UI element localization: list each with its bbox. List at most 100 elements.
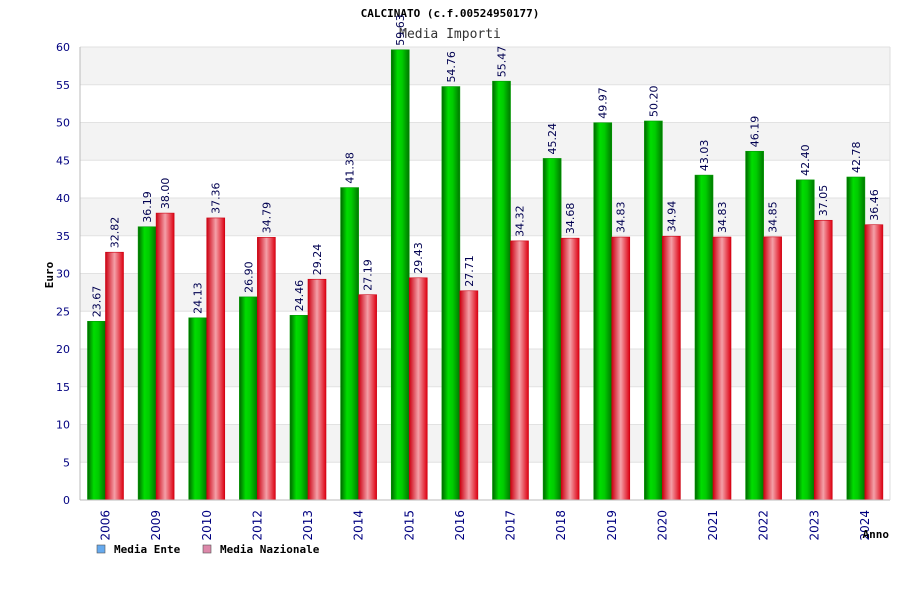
value-label: 24.13	[192, 282, 205, 314]
legend-label: Media Ente	[114, 543, 181, 556]
bar-media-nazionale-2022	[763, 236, 782, 501]
bar-media-nazionale-2010	[206, 217, 226, 501]
value-label: 42.78	[850, 142, 863, 174]
value-label: 45.24	[546, 123, 559, 155]
x-tick-label: 2021	[706, 510, 720, 541]
value-label: 43.03	[698, 140, 711, 172]
bar-media-nazionale-2014	[358, 294, 377, 501]
value-label: 55.47	[496, 46, 509, 78]
bar-media-nazionale-2009	[155, 212, 175, 501]
x-tick-label: 2016	[453, 510, 467, 541]
grid-band	[80, 47, 890, 85]
legend-swatch	[202, 544, 212, 554]
x-tick-label: 2014	[352, 510, 366, 541]
bar-media-ente-2006	[87, 320, 106, 501]
bar-media-ente-2019	[593, 122, 613, 501]
value-label: 27.19	[362, 259, 375, 291]
value-label: 36.19	[141, 191, 154, 223]
x-tick-label: 2019	[605, 510, 619, 541]
bar-media-nazionale-2013	[307, 278, 327, 501]
x-tick-labels: 2006 2009 2010 2012 2013 2014 2015 2016 2017 2018…	[99, 510, 872, 541]
value-label: 38.00	[159, 178, 172, 210]
bar-media-ente-2013	[289, 315, 309, 501]
y-tick-labels: 0 5 10 15 20 25 30 35 40 45 50 55 60	[56, 41, 70, 507]
bar-media-ente-2022	[745, 150, 764, 501]
bar-media-nazionale-2015	[408, 277, 428, 501]
bar-media-ente-2017	[492, 80, 511, 501]
value-label: 34.83	[615, 202, 628, 234]
value-labels: 23.67 32.82 36.19 38.00 24.13 37.36 26.90 34.79…	[91, 14, 881, 317]
bar-media-ente-2023	[795, 179, 815, 501]
x-axis-label: Anno	[863, 528, 890, 541]
y-tick-label: 10	[56, 419, 70, 432]
value-label: 29.24	[311, 244, 324, 276]
y-tick-label: 0	[63, 494, 70, 507]
grid-band	[80, 122, 890, 161]
legend: Media Ente Media Nazionale	[96, 543, 320, 556]
value-label: 49.97	[597, 87, 610, 119]
bar-media-ente-2018	[542, 158, 562, 501]
bar-media-nazionale-2020	[662, 235, 681, 501]
value-label: 34.94	[665, 201, 678, 233]
x-tick-label: 2009	[149, 510, 163, 541]
x-tick-label: 2006	[99, 510, 113, 541]
value-label: 34.68	[564, 203, 577, 235]
chart-title: CALCINATO (c.f.00524950177)	[361, 7, 540, 20]
bar-media-nazionale-2012	[257, 237, 276, 501]
bar-media-ente-2012	[239, 296, 258, 501]
legend-label: Media Nazionale	[220, 543, 320, 556]
value-label: 34.79	[260, 202, 273, 234]
value-label: 34.85	[767, 201, 780, 233]
x-tick-label: 2010	[200, 510, 214, 541]
y-tick-label: 5	[63, 456, 70, 469]
value-label: 26.90	[242, 261, 255, 293]
value-label: 50.20	[647, 85, 660, 117]
bar-media-nazionale-2019	[611, 236, 631, 501]
y-tick-label: 60	[56, 41, 70, 54]
y-tick-label: 50	[56, 117, 70, 130]
value-label: 34.32	[514, 205, 527, 237]
bar-media-ente-2024	[846, 176, 866, 501]
y-tick-label: 15	[56, 381, 70, 394]
y-tick-label: 35	[56, 230, 70, 243]
value-label: 24.46	[293, 280, 306, 312]
value-label: 54.76	[445, 51, 458, 83]
x-tick-label: 2018	[554, 510, 568, 541]
grid-band	[80, 84, 890, 123]
value-label: 59.63	[394, 14, 407, 46]
value-label: 36.46	[868, 189, 881, 221]
x-tick-label: 2024	[858, 510, 872, 541]
bar-media-nazionale-2023	[813, 219, 833, 501]
y-tick-label: 20	[56, 343, 70, 356]
value-label: 42.40	[799, 144, 812, 176]
bar-media-ente-2009	[137, 226, 157, 501]
x-tick-label: 2015	[402, 510, 416, 541]
grid-band	[80, 160, 890, 198]
bar-media-nazionale-2017	[510, 240, 529, 501]
x-tick-label: 2017	[504, 510, 518, 541]
value-label: 41.38	[344, 152, 357, 184]
legend-swatch	[96, 544, 106, 554]
value-label: 23.67	[91, 286, 104, 318]
x-tick-label: 2012	[250, 510, 264, 541]
value-label: 32.82	[109, 217, 122, 249]
bars	[87, 49, 884, 501]
value-label: 29.43	[412, 242, 425, 274]
bar-media-nazionale-2024	[864, 224, 884, 501]
y-axis-label: Euro	[43, 261, 56, 288]
value-label: 37.05	[817, 185, 830, 217]
bar-media-nazionale-2018	[560, 237, 580, 501]
y-tick-label: 45	[56, 154, 70, 167]
y-tick-label: 40	[56, 192, 70, 205]
axes	[79, 47, 891, 501]
bar-media-ente-2020	[644, 120, 663, 501]
value-label: 37.36	[210, 182, 223, 214]
value-label: 27.71	[463, 255, 476, 287]
bar-media-ente-2014	[340, 187, 359, 501]
y-tick-label: 25	[56, 305, 70, 318]
chart-subtitle: Media Importi	[399, 27, 501, 42]
bar-media-nazionale-2021	[712, 236, 732, 501]
bar-media-ente-2016	[441, 86, 461, 501]
